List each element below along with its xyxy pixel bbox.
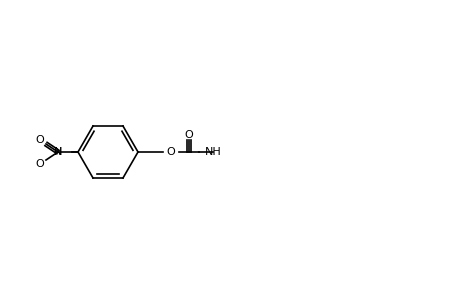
Text: N: N bbox=[54, 147, 62, 157]
Text: O: O bbox=[184, 130, 193, 140]
Text: N: N bbox=[54, 147, 62, 157]
Text: NH: NH bbox=[204, 147, 221, 157]
Text: O: O bbox=[35, 159, 44, 169]
Text: O: O bbox=[35, 135, 44, 145]
Text: O: O bbox=[166, 147, 175, 157]
